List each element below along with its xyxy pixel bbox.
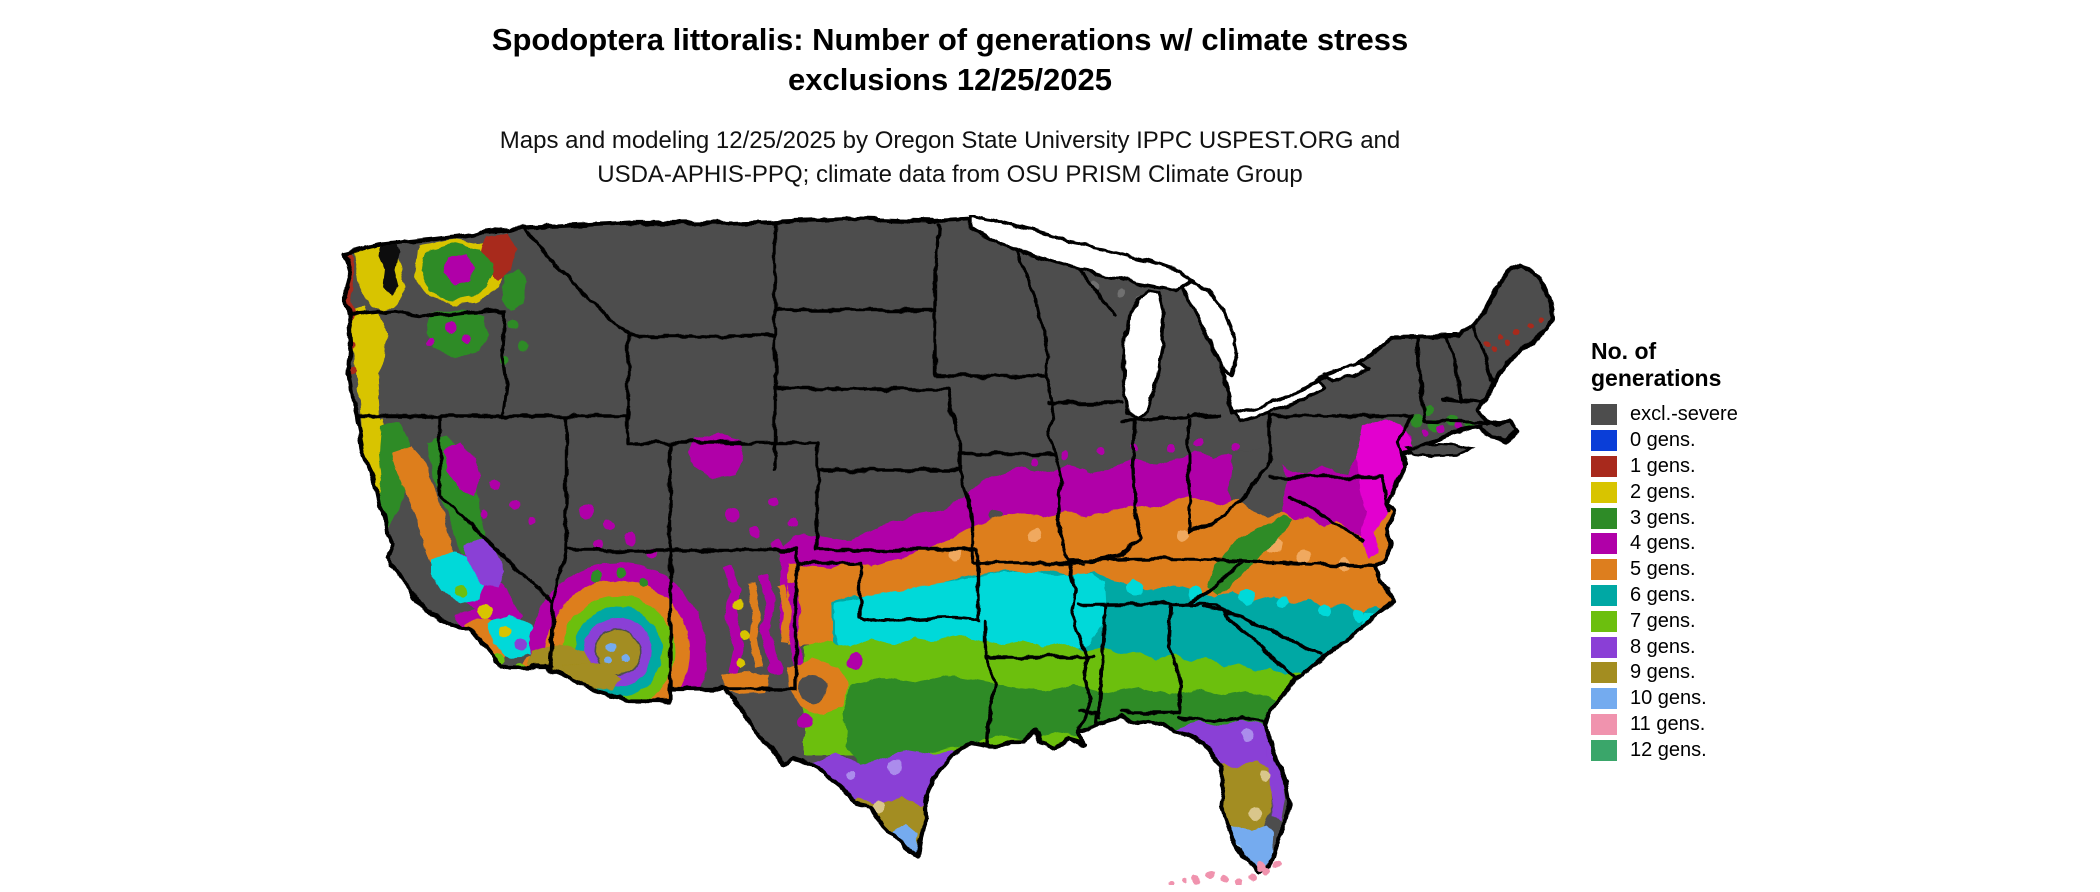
legend-item: 5 gens. <box>1591 557 1851 583</box>
map-canvas <box>342 213 1557 887</box>
legend-title: No. of generations <box>1591 338 1851 392</box>
lake-michigan <box>1121 289 1167 421</box>
lake-huron <box>1181 279 1239 377</box>
legend-color-swatch <box>1591 430 1617 452</box>
legend-title-line-2: generations <box>1591 365 1722 391</box>
subtitle-line-1: Maps and modeling 12/25/2025 by Oregon S… <box>499 127 1401 154</box>
long-island <box>1405 442 1476 458</box>
us-coastline-outline <box>342 216 1557 876</box>
legend-item-label: 10 gens. <box>1630 687 1707 710</box>
legend-item-label: excl.-severe <box>1630 403 1738 426</box>
legend-item: 6 gens. <box>1591 583 1851 609</box>
legend-item-label: 7 gens. <box>1630 609 1696 632</box>
legend-item: 0 gens. <box>1591 428 1851 454</box>
legend-color-swatch <box>1591 610 1617 632</box>
legend-item-label: 4 gens. <box>1630 532 1696 555</box>
lake-erie <box>1233 379 1326 423</box>
legend-item: 11 gens. <box>1591 712 1851 738</box>
us-generations-map <box>335 213 1557 887</box>
legend-color-swatch <box>1591 455 1617 477</box>
map-svg <box>342 213 1557 887</box>
legend-color-swatch <box>1591 688 1617 710</box>
legend-color-swatch <box>1591 507 1617 529</box>
legend-color-swatch <box>1591 481 1617 503</box>
page-title: Spodoptera littoralis: Number of generat… <box>0 20 1900 100</box>
legend-item: 3 gens. <box>1591 505 1851 531</box>
map-region-west-texas <box>721 653 863 729</box>
page-subtitle: Maps and modeling 12/25/2025 by Oregon S… <box>0 124 1900 192</box>
legend-title-line-1: No. of <box>1591 338 1657 364</box>
legend-color-swatch <box>1591 533 1617 555</box>
legend-color-swatch <box>1591 662 1617 684</box>
legend-item: 7 gens. <box>1591 608 1851 634</box>
great-lakes <box>969 213 1371 423</box>
legend-item-label: 5 gens. <box>1630 558 1696 581</box>
state-borders <box>349 223 1497 747</box>
map-legend: No. of generations excl.-severe 0 gens. 1 … <box>1591 338 1851 763</box>
title-block: Spodoptera littoralis: Number of generat… <box>0 0 1900 192</box>
title-line-1: Spodoptera littoralis: Number of generat… <box>491 22 1409 57</box>
legend-item: 1 gens. <box>1591 454 1851 480</box>
legend-item-label: 12 gens. <box>1630 738 1707 761</box>
lake-ontario <box>1323 362 1371 383</box>
florida-keys <box>1168 859 1281 887</box>
legend-item: 4 gens. <box>1591 531 1851 557</box>
legend-item-label: 2 gens. <box>1630 480 1696 503</box>
legend-color-swatch <box>1591 739 1617 761</box>
legend-items: excl.-severe 0 gens. 1 gens. 2 gens. 3 gens.… <box>1591 402 1851 763</box>
legend-item: 9 gens. <box>1591 660 1851 686</box>
legend-item: 2 gens. <box>1591 479 1851 505</box>
legend-item-label: 1 gens. <box>1630 454 1696 477</box>
legend-item-label: 3 gens. <box>1630 506 1696 529</box>
legend-color-swatch <box>1591 559 1617 581</box>
legend-color-swatch <box>1591 713 1617 735</box>
lake-superior <box>969 213 1195 293</box>
legend-color-swatch <box>1591 404 1617 426</box>
legend-item-label: 0 gens. <box>1630 429 1696 452</box>
subtitle-line-2: USDA-APHIS-PPQ; climate data from OSU PR… <box>597 161 1303 188</box>
legend-item: 12 gens. <box>1591 737 1851 763</box>
legend-item: 10 gens. <box>1591 686 1851 712</box>
legend-item-label: 9 gens. <box>1630 661 1696 684</box>
title-line-2: exclusions 12/25/2025 <box>787 62 1112 97</box>
legend-color-swatch <box>1591 584 1617 606</box>
legend-item-label: 11 gens. <box>1630 712 1706 735</box>
legend-item: excl.-severe <box>1591 402 1851 428</box>
map-region-florida-east-coast-purple <box>1267 735 1285 821</box>
legend-item: 8 gens. <box>1591 634 1851 660</box>
legend-item-label: 8 gens. <box>1630 635 1696 658</box>
legend-item-label: 6 gens. <box>1630 583 1696 606</box>
legend-color-swatch <box>1591 636 1617 658</box>
